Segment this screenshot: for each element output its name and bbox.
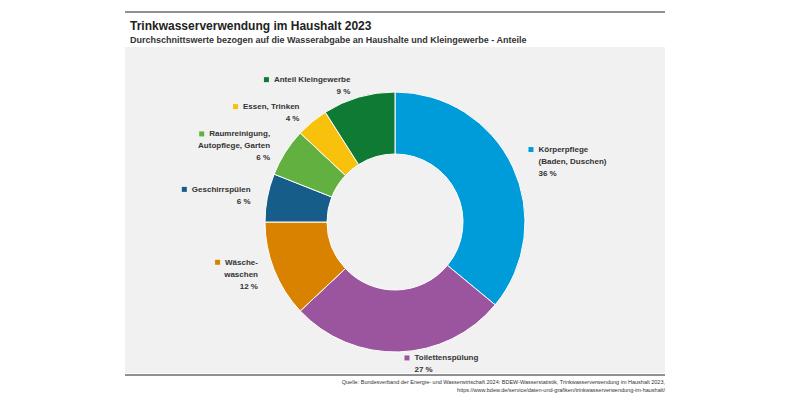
svg-text:Autopflege, Garten: Autopflege, Garten <box>198 141 270 150</box>
svg-text:Geschirrspülen: Geschirrspülen <box>192 185 251 194</box>
svg-text:Raumreinigung,: Raumreinigung, <box>209 129 270 138</box>
svg-text:Wäsche-: Wäsche- <box>225 258 258 267</box>
svg-text:https://www.bdew.de/service/da: https://www.bdew.de/service/daten-und-gr… <box>457 387 665 393</box>
svg-text:27 %: 27 % <box>414 365 432 374</box>
svg-text:Quelle: Bundesverband der Ener: Quelle: Bundesverband der Energie- und W… <box>342 379 666 385</box>
svg-text:(Baden, Duschen): (Baden, Duschen) <box>538 157 606 166</box>
svg-text:Essen, Trinken: Essen, Trinken <box>243 102 300 111</box>
svg-text:Trinkwasserverwendung im Haush: Trinkwasserverwendung im Haushalt 2023 <box>130 19 372 33</box>
svg-text:waschen: waschen <box>223 270 258 279</box>
svg-text:6 %: 6 % <box>237 197 251 206</box>
svg-text:4 %: 4 % <box>286 114 300 123</box>
svg-text:Anteil Kleingewerbe: Anteil Kleingewerbe <box>274 75 351 84</box>
svg-text:6 %: 6 % <box>256 153 270 162</box>
svg-text:9 %: 9 % <box>337 87 351 96</box>
svg-text:Toilettenspülung: Toilettenspülung <box>414 353 478 362</box>
svg-text:Durchschnittswerte bezogen auf: Durchschnittswerte bezogen auf die Wasse… <box>130 35 526 45</box>
svg-text:36 %: 36 % <box>538 169 556 178</box>
svg-text:12 %: 12 % <box>240 282 258 291</box>
svg-text:Körperpflege: Körperpflege <box>538 145 588 154</box>
